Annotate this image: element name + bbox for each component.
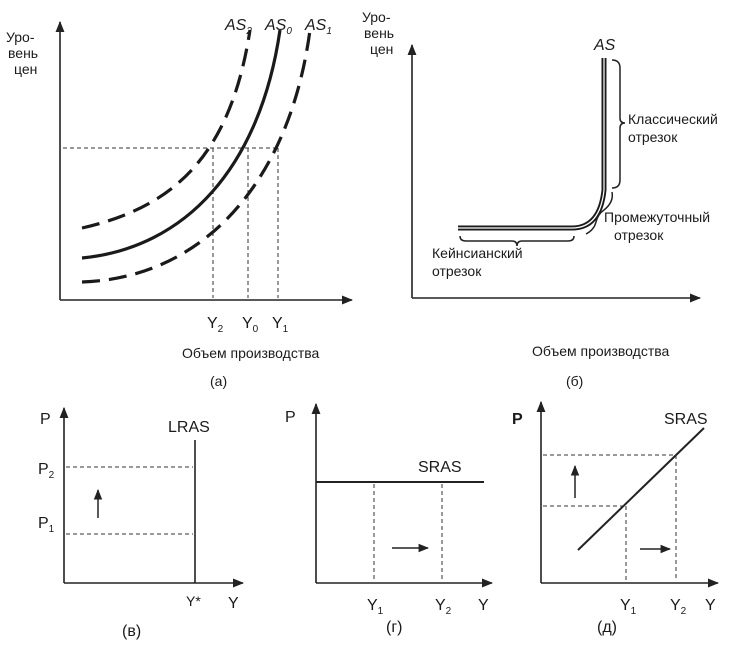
panel-v-lras-label: LRAS (168, 419, 210, 436)
panel-g-x-axis-label: Y (478, 597, 489, 614)
panel-g-sras-label: SRAS (418, 459, 462, 476)
panel-a-y-label-2: вень (8, 45, 38, 61)
panel-b-intermediate-label-2: отрезок (614, 227, 664, 243)
panel-d: P SRAS Y1 Y2 Y (д) (512, 400, 720, 636)
panel-a-x-label: Объем производства (182, 345, 320, 361)
panel-a-y1-tick: Y1 (272, 315, 289, 335)
panel-b-classic-brace (611, 59, 626, 189)
panel-b-y-label-1: Уро- (362, 9, 391, 25)
panel-b-as-curve-highlight (458, 58, 605, 229)
panel-v-p1-label: P1 (38, 515, 55, 535)
panel-a-caption: (а) (210, 373, 227, 389)
panel-b-keynes-label-2: отрезок (432, 263, 482, 279)
panel-a-y2-tick: Y2 (207, 315, 224, 335)
panel-a-as1-curve (81, 29, 312, 284)
panel-v-p2-label: P2 (38, 461, 55, 481)
panel-g-caption: (г) (386, 619, 403, 636)
panel-b-keynes-label-1: Кейнсианский (432, 245, 523, 261)
panel-b-classic-label-2: отрезок (628, 129, 678, 145)
panel-a-y-label-1: Уро- (6, 29, 35, 45)
panel-b-x-label: Объем производства (532, 343, 670, 359)
panel-a-as1-label: AS1 (304, 17, 332, 37)
panel-d-caption: (д) (597, 619, 617, 636)
panel-d-y2-label: Y2 (670, 597, 687, 617)
panel-b-y-label-2: вень (364, 25, 394, 41)
panel-v-ystar-label: Y* (186, 593, 201, 609)
panel-b-as-curve (458, 58, 607, 231)
panel-b-caption: (б) (566, 373, 583, 389)
panel-d-sras-label: SRAS (664, 411, 708, 428)
panel-d-y1-label: Y1 (620, 597, 637, 617)
panel-d-x-axis-label: Y (705, 597, 716, 614)
panel-a-as0-curve (81, 29, 282, 260)
panel-b-intermediate-label-1: Промежуточный (604, 209, 710, 225)
panel-d-sras-line (577, 427, 705, 551)
panel-b-y-label-3: цен (370, 41, 393, 57)
panel-b-as-label: AS (593, 37, 616, 54)
panel-g-y1-label: Y1 (367, 597, 384, 617)
panel-d-y-axis-label: P (512, 411, 523, 428)
panel-g-y-axis-label: P (285, 409, 296, 426)
panel-b-keynes-brace (459, 235, 575, 247)
panel-v-caption: (в) (122, 623, 141, 640)
panel-a-as2-curve (81, 29, 252, 230)
panel-g: P SRAS Y1 Y2 Y (г) (285, 402, 494, 636)
panel-a: Уро- вень цен AS2 AS0 AS1 Y2 Y0 Y1 Объем… (6, 17, 354, 389)
panel-g-y2-label: Y2 (435, 597, 452, 617)
panel-v: P LRAS P2 P1 Y* Y (в) (38, 406, 245, 640)
panel-b-classic-label-1: Классический (628, 111, 718, 127)
panel-b: Уро- вень цен AS Классический отрезок Пр… (362, 9, 718, 389)
panel-v-x-axis-label: Y (228, 595, 239, 612)
panel-b-intermediate-brace (585, 191, 614, 235)
panel-v-y-axis-label: P (40, 411, 51, 428)
panel-a-y0-tick: Y0 (242, 315, 259, 335)
panel-a-y-label-3: цен (14, 61, 37, 77)
panel-a-as2-label: AS2 (224, 17, 252, 37)
panel-a-as0-label: AS0 (264, 17, 292, 37)
